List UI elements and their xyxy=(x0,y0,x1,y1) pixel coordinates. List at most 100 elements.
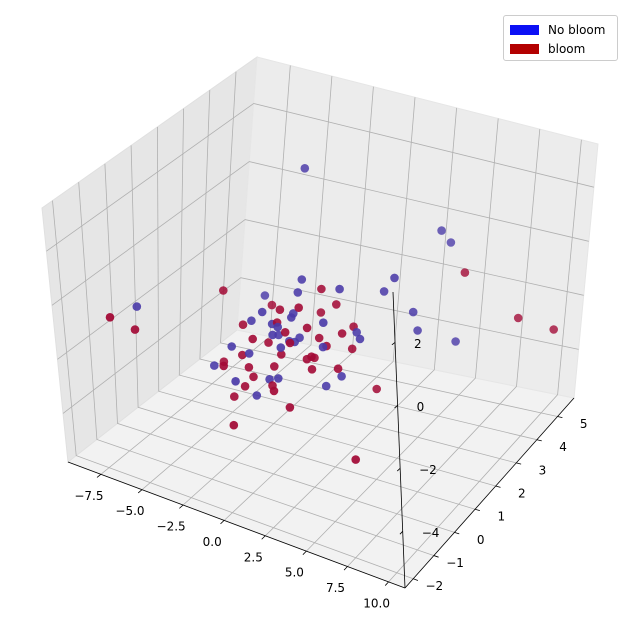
y-grid-line xyxy=(130,145,476,510)
z-grid-line xyxy=(51,161,589,306)
data-point-no-bloom xyxy=(231,377,240,386)
x-grid-line xyxy=(388,139,582,583)
x-tick xyxy=(179,504,184,509)
data-point-bloom xyxy=(248,334,257,344)
data-point-bloom xyxy=(230,392,239,401)
tick-marks xyxy=(96,342,563,586)
y-tick xyxy=(413,578,419,581)
data-point-bloom xyxy=(275,305,285,315)
x-grid-line xyxy=(141,76,333,491)
data-point-no-bloom xyxy=(274,374,283,383)
data-points xyxy=(105,164,558,464)
data-point-no-bloom xyxy=(273,322,283,332)
x-tick xyxy=(261,535,266,540)
data-point-no-bloom xyxy=(337,372,346,381)
grid-lines xyxy=(46,65,594,583)
data-point-bloom xyxy=(332,300,341,309)
y-tick xyxy=(454,532,460,535)
z-axis-line xyxy=(392,291,406,589)
data-point-no-bloom xyxy=(287,313,296,322)
y-tick xyxy=(474,508,480,512)
data-point-bloom xyxy=(294,303,304,313)
x-tick-label: 10.0 xyxy=(363,596,390,610)
data-point-bloom xyxy=(372,384,382,394)
y-tick xyxy=(516,462,522,465)
x-tick-label: −2.5 xyxy=(157,520,186,534)
data-point-bloom xyxy=(105,313,115,322)
data-point-bloom xyxy=(219,361,228,371)
x-tick xyxy=(384,581,389,586)
data-point-bloom xyxy=(302,323,312,333)
data-point-no-bloom xyxy=(335,284,344,294)
legend-item-bloom: bloom xyxy=(510,39,611,58)
data-point-bloom xyxy=(333,364,343,374)
x-tick-label: 5.0 xyxy=(285,566,304,580)
data-point-no-bloom xyxy=(132,302,142,311)
z-tick-label: 0 xyxy=(417,400,425,414)
data-point-no-bloom xyxy=(321,381,331,391)
x-tick-label: 2.5 xyxy=(244,550,263,564)
data-point-bloom xyxy=(219,286,228,295)
legend-label-bloom: bloom xyxy=(548,41,586,56)
axis-panes xyxy=(41,55,599,589)
data-point-bloom xyxy=(337,329,347,338)
y-tick xyxy=(557,416,563,418)
x-tick-label: −5.0 xyxy=(115,504,144,518)
data-point-no-bloom xyxy=(318,342,328,352)
data-point-no-bloom xyxy=(244,349,254,358)
data-point-no-bloom xyxy=(355,334,365,344)
data-point-no-bloom xyxy=(437,226,446,235)
x-tick xyxy=(137,489,143,494)
data-point-bloom xyxy=(549,325,558,334)
data-point-no-bloom xyxy=(451,337,460,346)
x-grid-line xyxy=(306,118,499,552)
data-point-bloom xyxy=(264,338,273,347)
z-tick xyxy=(391,342,396,346)
legend: No bloom bloom xyxy=(503,15,618,61)
data-point-bloom xyxy=(307,365,317,374)
data-point-bloom xyxy=(240,382,250,391)
data-point-bloom xyxy=(270,362,279,371)
x-tick-label: −7.5 xyxy=(74,489,103,503)
data-point-no-bloom xyxy=(210,361,219,370)
y-tick-label: 2 xyxy=(518,487,526,501)
y-tick-label: −2 xyxy=(425,579,443,593)
data-point-no-bloom xyxy=(260,291,270,300)
x-tick xyxy=(220,520,225,525)
legend-item-no-bloom: No bloom xyxy=(510,20,611,39)
data-point-bloom xyxy=(269,386,279,396)
y-tick-label: −1 xyxy=(446,556,464,570)
data-point-no-bloom xyxy=(252,391,262,400)
data-point-no-bloom xyxy=(413,326,422,335)
data-point-no-bloom xyxy=(293,288,303,297)
y-grid-line xyxy=(52,200,414,580)
x-grid-line xyxy=(347,129,541,567)
legend-swatch-bloom xyxy=(510,43,539,54)
data-point-no-bloom xyxy=(319,318,328,328)
y-grid-line xyxy=(199,90,537,441)
z-grid-line xyxy=(57,219,584,360)
data-point-bloom xyxy=(347,344,357,354)
y-grid-line xyxy=(178,108,517,464)
data-point-no-bloom xyxy=(300,164,310,173)
x-axis-line xyxy=(67,461,406,589)
data-point-no-bloom xyxy=(352,328,362,337)
z-tick xyxy=(396,468,401,472)
x-tick-label: 7.5 xyxy=(326,581,345,595)
data-point-no-bloom xyxy=(247,316,256,326)
y-grid-line xyxy=(156,126,496,487)
z-tick-label: 2 xyxy=(414,337,422,351)
data-point-bloom xyxy=(249,372,258,382)
data-point-no-bloom xyxy=(446,238,456,247)
x-tick xyxy=(302,550,307,555)
z-tick xyxy=(394,405,398,409)
data-point-bloom xyxy=(130,325,140,334)
y-grid-line xyxy=(78,182,435,556)
y-tick-label: 3 xyxy=(539,463,547,477)
data-point-bloom xyxy=(314,333,324,343)
data-point-bloom xyxy=(280,328,290,337)
data-point-no-bloom xyxy=(268,330,277,340)
data-point-bloom xyxy=(317,284,326,294)
z-grid-line xyxy=(62,277,579,414)
